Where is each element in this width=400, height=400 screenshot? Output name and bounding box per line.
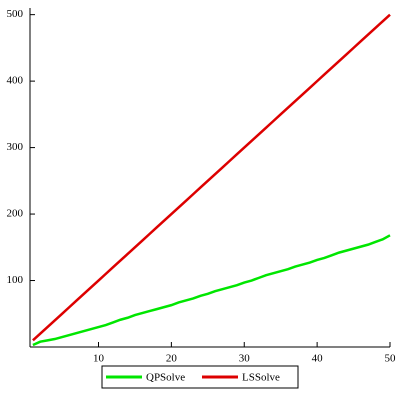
y-tick-label: 100 [7, 274, 24, 286]
y-tick-label: 300 [7, 141, 24, 153]
legend-label: LSSolve [242, 372, 280, 384]
x-tick-label: 30 [239, 353, 251, 365]
x-tick-label: 10 [93, 353, 105, 365]
series-line [32, 234, 391, 347]
y-tick-label: 200 [7, 208, 24, 220]
y-tick-label: 400 [7, 75, 24, 87]
y-tick-label: 500 [7, 8, 24, 20]
series-line [32, 13, 391, 342]
legend-box [101, 365, 299, 389]
x-tick-label: 50 [385, 353, 397, 365]
x-tick-label: 40 [312, 353, 324, 365]
legend-label: QPSolve [146, 372, 185, 384]
x-tick-label: 20 [166, 353, 178, 365]
